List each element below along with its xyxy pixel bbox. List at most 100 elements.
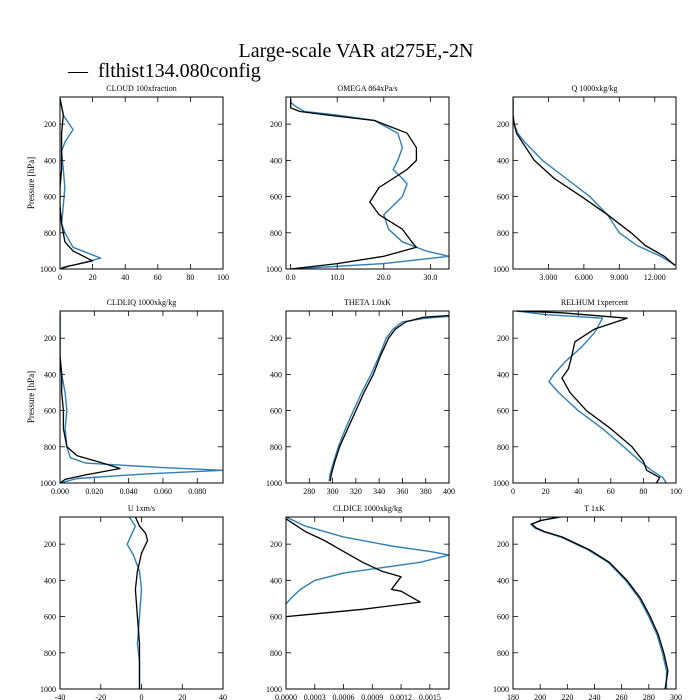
x-tick-label: 0.060 xyxy=(154,487,172,496)
legend-swatch: — xyxy=(67,60,89,82)
series-line-1 xyxy=(513,98,676,266)
series-line-0 xyxy=(530,517,668,689)
y-tick-label: 1000 xyxy=(40,479,56,488)
x-tick-label: 3.000 xyxy=(539,273,557,282)
x-tick-label: 260 xyxy=(616,693,628,700)
series-line-1 xyxy=(134,517,149,689)
y-tick-label: 400 xyxy=(270,370,282,379)
panel-5: RELHUM 1xpercent 0 20 40 60 80 100 200 400 600 800… xyxy=(493,298,682,496)
y-tick-label: 200 xyxy=(44,120,56,129)
plot-frame xyxy=(285,516,450,690)
series-line-0 xyxy=(290,98,449,269)
y-tick-label: 400 xyxy=(497,370,509,379)
y-tick-label: 400 xyxy=(44,156,56,165)
x-tick-label: 0.000 xyxy=(51,487,69,496)
panel-title: U 1xm/s xyxy=(128,504,155,513)
plot-frame xyxy=(59,96,224,270)
panel-title: Q 1000xkg/kg xyxy=(572,84,618,93)
x-tick-label: 300 xyxy=(327,487,339,496)
y-tick-label: 800 xyxy=(497,649,509,658)
plot-frame xyxy=(512,96,677,270)
y-tick-label: 600 xyxy=(270,407,282,416)
x-tick-label: 100 xyxy=(217,273,229,282)
series-line-1 xyxy=(531,517,669,689)
series-line-0 xyxy=(513,98,676,267)
panel-title: CLDICE 1000xkg/kg xyxy=(333,504,402,513)
y-tick-label: 1000 xyxy=(266,479,282,488)
legend-label: flthist134.080config xyxy=(98,60,261,82)
panel-title: OMEGA 864xPa/s xyxy=(337,84,397,93)
y-tick-label: 1000 xyxy=(266,685,282,694)
panel-0: CLOUD 100xfraction Pressure [hPa] 0 20 40 60 8… xyxy=(26,84,229,282)
plot-frame xyxy=(59,516,224,690)
y-tick-label: 200 xyxy=(497,334,509,343)
panel-8: T 1xK 180 200 220 240 260 280 300 200 400 600 800 10… xyxy=(493,504,682,700)
y-tick-label: 1000 xyxy=(493,479,509,488)
y-axis-label: Pressure [hPa] xyxy=(26,157,36,209)
legend-entry: — flthist134.080config xyxy=(67,60,261,82)
y-tick-label: 1000 xyxy=(40,265,56,274)
x-tick-label: 20 xyxy=(542,487,550,496)
x-tick-label: 80 xyxy=(639,487,647,496)
y-tick-label: 600 xyxy=(44,613,56,622)
x-tick-label: 200 xyxy=(534,693,546,700)
panel-1: OMEGA 864xPa/s 0.0 10.0 20.0 30.0 200 400 600 80… xyxy=(266,84,450,282)
y-tick-label: 800 xyxy=(270,649,282,658)
x-tick-label: 0.020 xyxy=(85,487,103,496)
plot-frame xyxy=(285,96,450,270)
x-tick-label: 0.0000 xyxy=(275,693,297,700)
y-tick-label: 800 xyxy=(44,649,56,658)
x-tick-label: 0.0012 xyxy=(390,693,412,700)
x-tick-label: 320 xyxy=(350,487,362,496)
y-tick-label: 1000 xyxy=(266,265,282,274)
y-tick-label: 400 xyxy=(270,156,282,165)
x-tick-label: 0.0 xyxy=(286,273,296,282)
series-line-1 xyxy=(516,311,661,483)
series-line-0 xyxy=(516,311,667,483)
y-tick-label: 800 xyxy=(270,443,282,452)
y-tick-label: 1000 xyxy=(40,685,56,694)
y-tick-label: 400 xyxy=(270,576,282,585)
x-tick-label: 60 xyxy=(154,273,162,282)
y-tick-label: 800 xyxy=(270,229,282,238)
x-tick-label: 60 xyxy=(607,487,615,496)
x-tick-label: 6.000 xyxy=(575,273,593,282)
y-axis-label: Pressure [hPa] xyxy=(26,371,36,423)
x-tick-label: 0.0009 xyxy=(361,693,383,700)
x-tick-label: 40 xyxy=(574,487,582,496)
y-tick-label: 600 xyxy=(497,407,509,416)
x-tick-label: 280 xyxy=(303,487,315,496)
x-tick-label: 0 xyxy=(58,273,62,282)
x-tick-label: 400 xyxy=(443,487,455,496)
x-tick-label: 20.0 xyxy=(377,273,391,282)
y-tick-label: 200 xyxy=(44,540,56,549)
panel-4: THETA 1.0xK 280 300 320 340 360 380 400 200 400 60… xyxy=(266,298,455,496)
y-tick-label: 400 xyxy=(44,576,56,585)
x-tick-label: 10.0 xyxy=(330,273,344,282)
y-tick-label: 800 xyxy=(497,229,509,238)
y-tick-label: 600 xyxy=(270,613,282,622)
x-tick-label: 280 xyxy=(643,693,655,700)
y-tick-label: 400 xyxy=(497,576,509,585)
x-tick-label: 0.080 xyxy=(188,487,206,496)
x-tick-label: 220 xyxy=(561,693,573,700)
y-tick-label: 800 xyxy=(497,443,509,452)
y-tick-label: 200 xyxy=(270,120,282,129)
plot-frame xyxy=(512,516,677,690)
y-tick-label: 200 xyxy=(270,334,282,343)
panel-title: CLOUD 100xfraction xyxy=(106,84,176,93)
x-tick-label: 9.000 xyxy=(610,273,628,282)
x-tick-label: 240 xyxy=(589,693,601,700)
panel-6: U 1xm/s -40 -20 0 20 40 200 400 600 800 1000 xyxy=(40,504,227,700)
panel-title: T 1xK xyxy=(584,504,605,513)
x-tick-label: 20 xyxy=(178,693,186,700)
series-line-1 xyxy=(286,518,421,621)
x-tick-label: 360 xyxy=(396,487,408,496)
y-tick-label: 400 xyxy=(44,370,56,379)
series-line-0 xyxy=(328,315,449,482)
series-line-1 xyxy=(329,314,449,482)
x-tick-label: -20 xyxy=(95,693,106,700)
x-tick-label: -40 xyxy=(55,693,66,700)
series-line-1 xyxy=(60,98,94,269)
